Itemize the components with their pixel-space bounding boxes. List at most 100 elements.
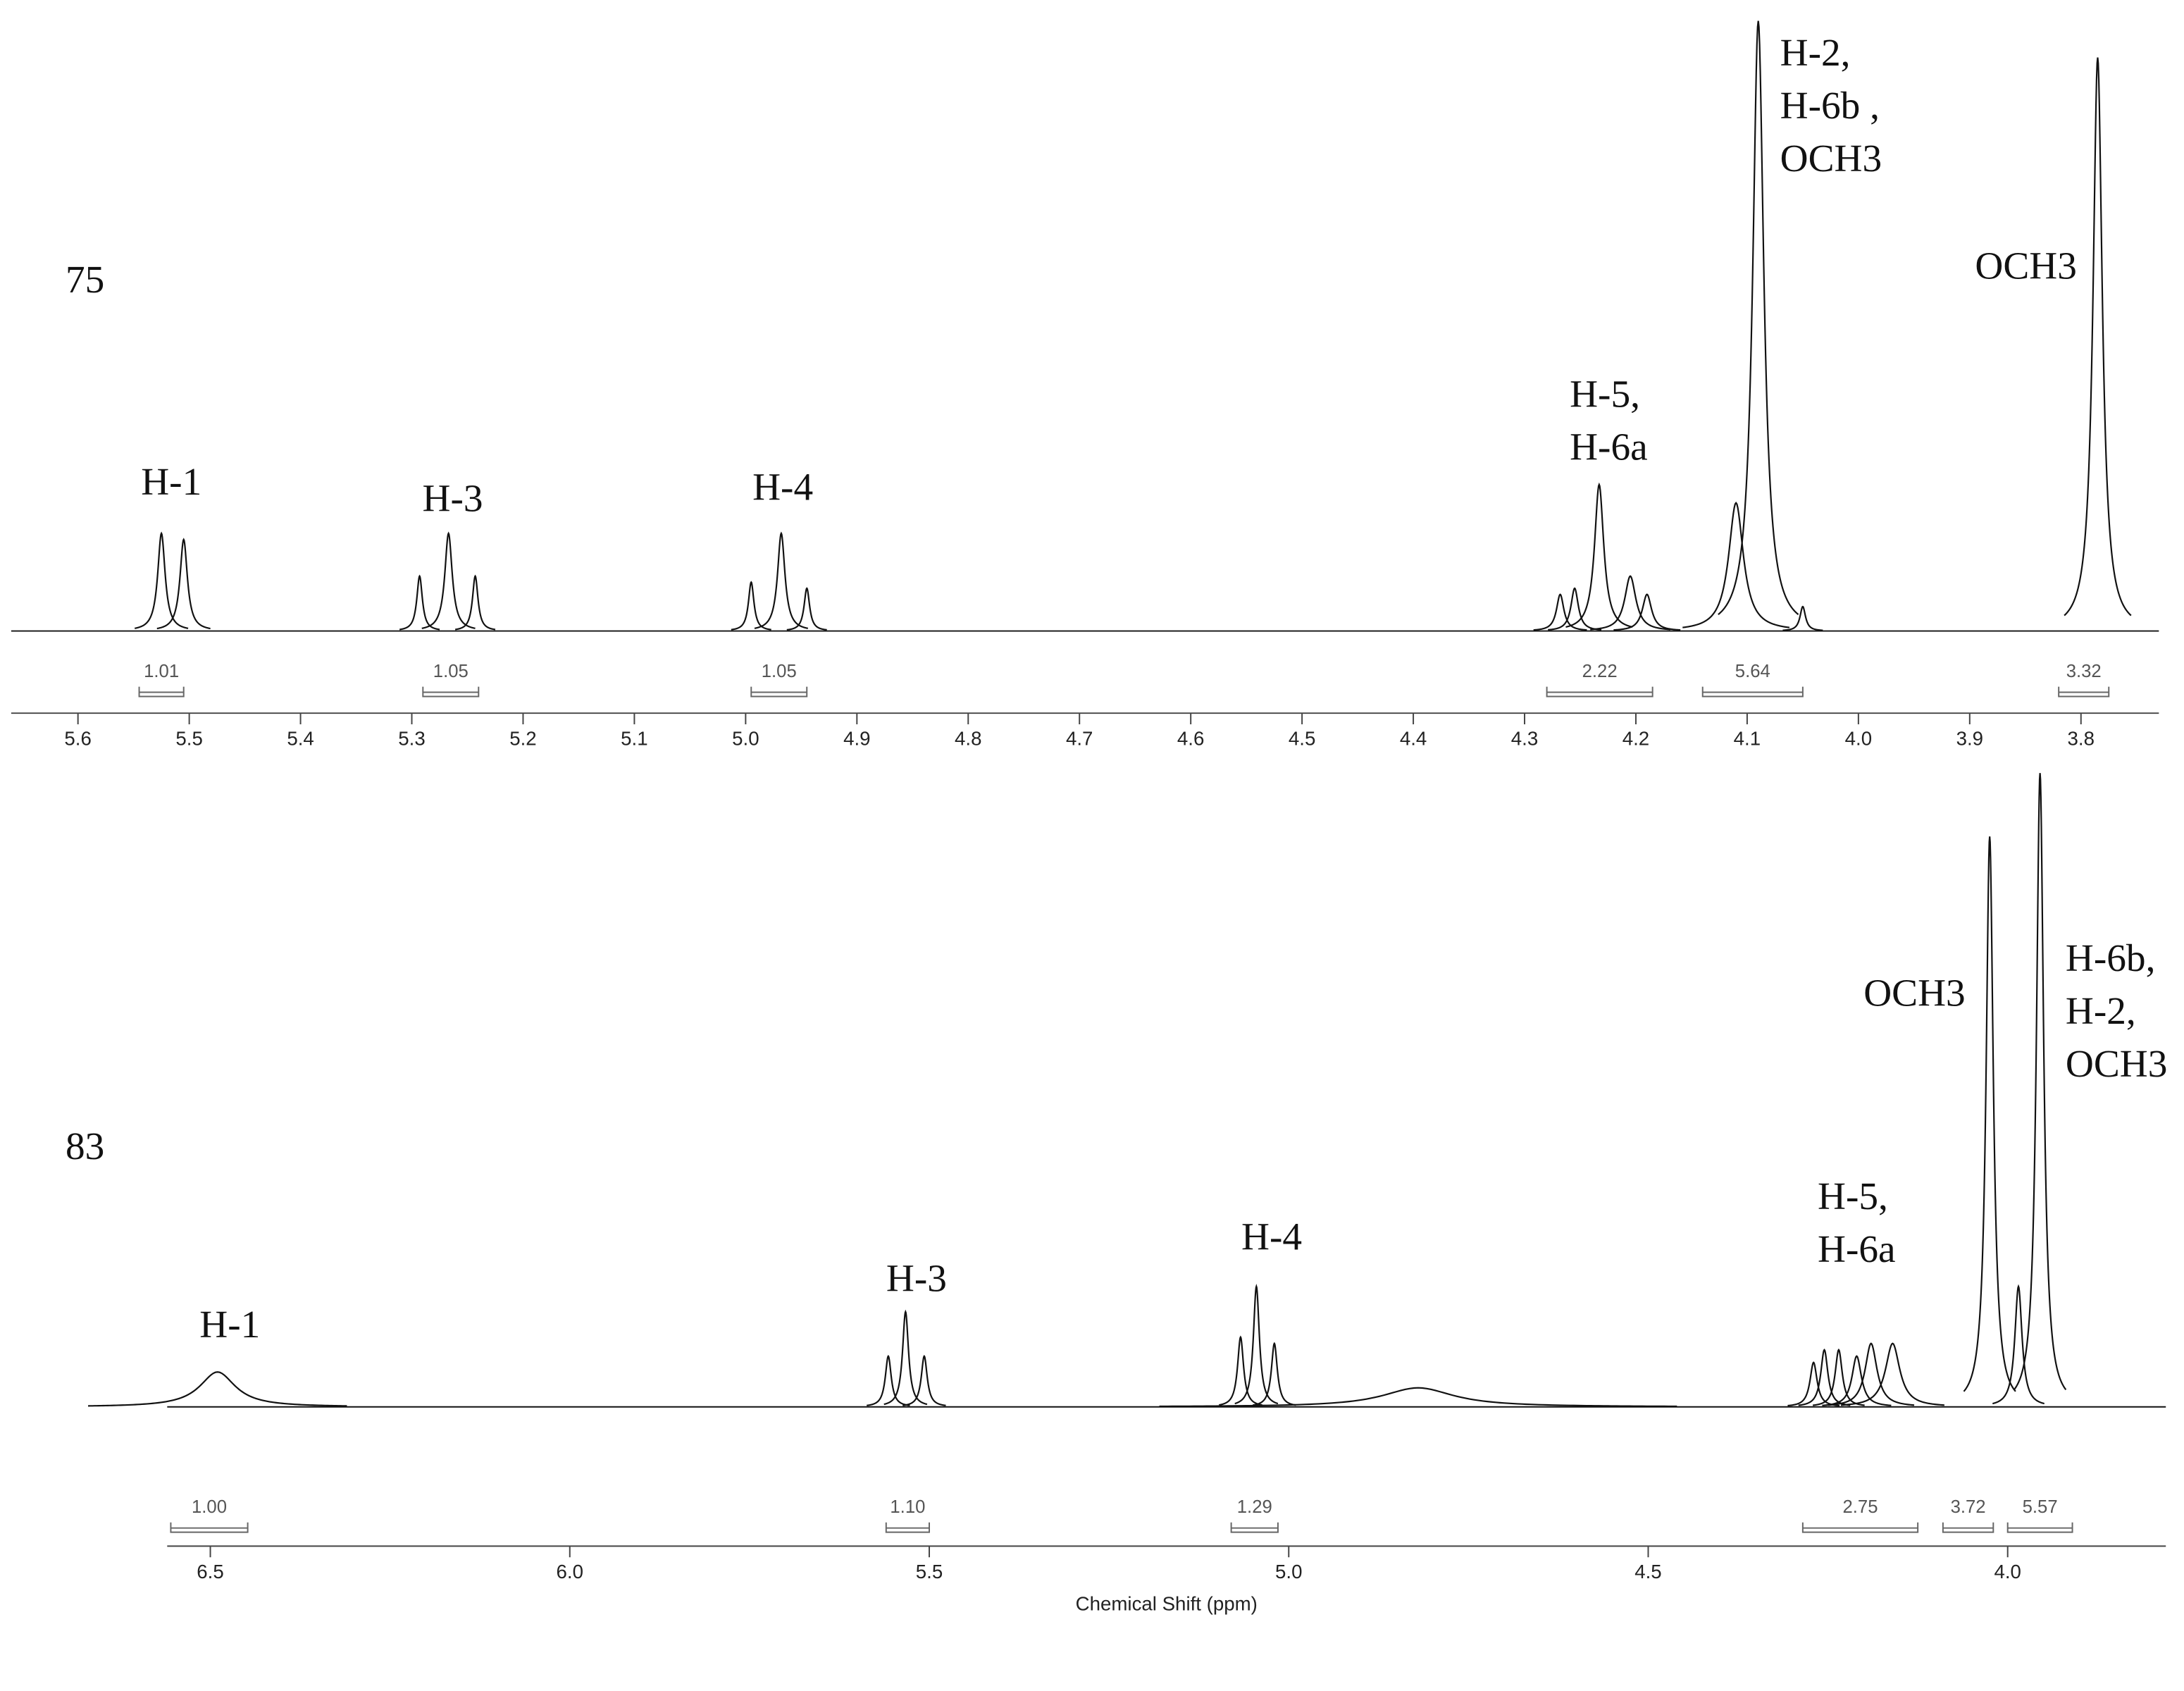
compound-label: 75: [66, 258, 104, 301]
peak-annotation: H-5,: [1818, 1175, 1888, 1218]
integral-label: 1.05: [762, 662, 797, 681]
x-tick-label: 4.9: [843, 728, 870, 750]
peak: [1219, 1335, 1262, 1406]
x-tick-label: 5.1: [621, 728, 647, 750]
x-tick-label: 4.7: [1066, 728, 1093, 750]
peak-annotation: H-4: [752, 466, 813, 509]
integral-label: 5.64: [1735, 662, 1770, 681]
peak-annotation: H-1: [141, 460, 201, 503]
peak: [1234, 1283, 1279, 1405]
peak-annotation: OCH3: [1975, 244, 2077, 287]
peak: [1613, 593, 1681, 631]
integral-label: 3.32: [2066, 662, 2102, 681]
peak: [1963, 836, 2016, 1392]
peak-annotation: H-1: [199, 1303, 260, 1346]
peak-annotation: H-6a: [1818, 1227, 1896, 1270]
integral-label: 3.72: [1951, 1497, 1986, 1517]
integral-label: 1.01: [144, 662, 179, 681]
integral-label: 1.10: [890, 1497, 925, 1517]
x-tick-label: 5.3: [398, 728, 425, 750]
x-tick-label: 5.4: [287, 728, 314, 750]
x-tick-label: 5.5: [916, 1561, 943, 1582]
integral-bracket: [885, 1522, 930, 1533]
integral-bracket: [1701, 686, 1804, 698]
peak: [883, 1309, 928, 1406]
integral-bracket: [1230, 1522, 1279, 1533]
peak: [88, 1371, 347, 1407]
x-tick-label: 4.1: [1734, 728, 1761, 750]
peak-annotation: H-6b,: [2066, 936, 2156, 979]
integral-bracket: [1801, 1522, 1919, 1533]
x-tick-label: 3.8: [2068, 728, 2095, 750]
peak: [399, 574, 440, 631]
integral-bracket: [1546, 686, 1653, 698]
integral-label: 1.29: [1237, 1497, 1272, 1517]
integral-label: 2.75: [1843, 1497, 1878, 1517]
peak: [1828, 1342, 1915, 1406]
integral-bracket: [2006, 1522, 2073, 1533]
peak-annotation: H-3: [886, 1257, 947, 1300]
x-axis-title: Chemical Shift (ppm): [1076, 1592, 1258, 1614]
x-tick-label: 4.3: [1511, 728, 1538, 750]
x-tick-label: 5.2: [509, 728, 536, 750]
integral-bracket: [170, 1522, 249, 1533]
peak: [867, 1354, 910, 1406]
peak: [2064, 57, 2132, 617]
peak: [454, 574, 496, 631]
peak: [156, 538, 211, 630]
x-tick-label: 6.0: [557, 1561, 583, 1582]
peak-annotation: OCH3: [1780, 137, 1882, 180]
peak: [1533, 593, 1587, 631]
x-tick-label: 4.4: [1400, 728, 1427, 750]
compound-label: 83: [66, 1125, 104, 1167]
integral-bracket: [750, 686, 808, 698]
peak: [134, 531, 189, 629]
peak-annotation: H-4: [1241, 1215, 1302, 1258]
peak-annotation: OCH3: [2066, 1042, 2168, 1085]
peak-annotation: OCH3: [1863, 971, 1966, 1014]
x-tick-label: 4.8: [955, 728, 981, 750]
peak: [2014, 773, 2067, 1391]
peak: [1590, 575, 1670, 631]
peak: [731, 581, 771, 631]
peak: [421, 531, 476, 629]
x-tick-label: 4.2: [1623, 728, 1649, 750]
peak-annotation: H-2,: [2066, 989, 2136, 1032]
x-tick-label: 5.0: [1275, 1561, 1302, 1582]
peak: [1718, 20, 1799, 615]
peak: [902, 1354, 946, 1406]
x-tick-label: 4.0: [1845, 728, 1872, 750]
integral-label: 2.22: [1582, 662, 1618, 681]
x-tick-label: 5.6: [64, 728, 91, 750]
peak: [1159, 1387, 1677, 1408]
x-tick-label: 5.0: [732, 728, 759, 750]
x-tick-label: 4.5: [1289, 728, 1315, 750]
x-tick-label: 5.5: [175, 728, 202, 750]
integral-bracket: [1942, 1522, 1994, 1533]
integral-bracket: [422, 686, 480, 698]
integral-bracket: [138, 686, 185, 698]
x-tick-label: 3.9: [1956, 728, 1983, 750]
peak: [1253, 1342, 1296, 1406]
integral-bracket: [2058, 686, 2110, 698]
peak: [1682, 501, 1790, 628]
integral-label: 1.00: [192, 1497, 227, 1517]
peak-annotation: H-3: [423, 477, 483, 520]
peak: [1992, 1284, 2045, 1405]
peak-annotation: H-6b ,: [1780, 84, 1880, 127]
peak: [1782, 605, 1823, 631]
peak-annotation: H-2,: [1780, 31, 1851, 74]
peak: [1548, 587, 1602, 631]
peak: [1565, 482, 1633, 628]
integral-label: 1.05: [433, 662, 469, 681]
peak: [786, 587, 827, 631]
peak: [1822, 1355, 1892, 1406]
peak-annotation: H-6a: [1570, 425, 1648, 468]
peak: [1840, 1342, 1944, 1406]
x-tick-label: 4.0: [1994, 1561, 2021, 1582]
x-tick-label: 4.5: [1634, 1561, 1661, 1582]
peak-annotation: H-5,: [1570, 372, 1640, 415]
peak: [754, 531, 809, 629]
integral-label: 5.57: [2023, 1497, 2058, 1517]
